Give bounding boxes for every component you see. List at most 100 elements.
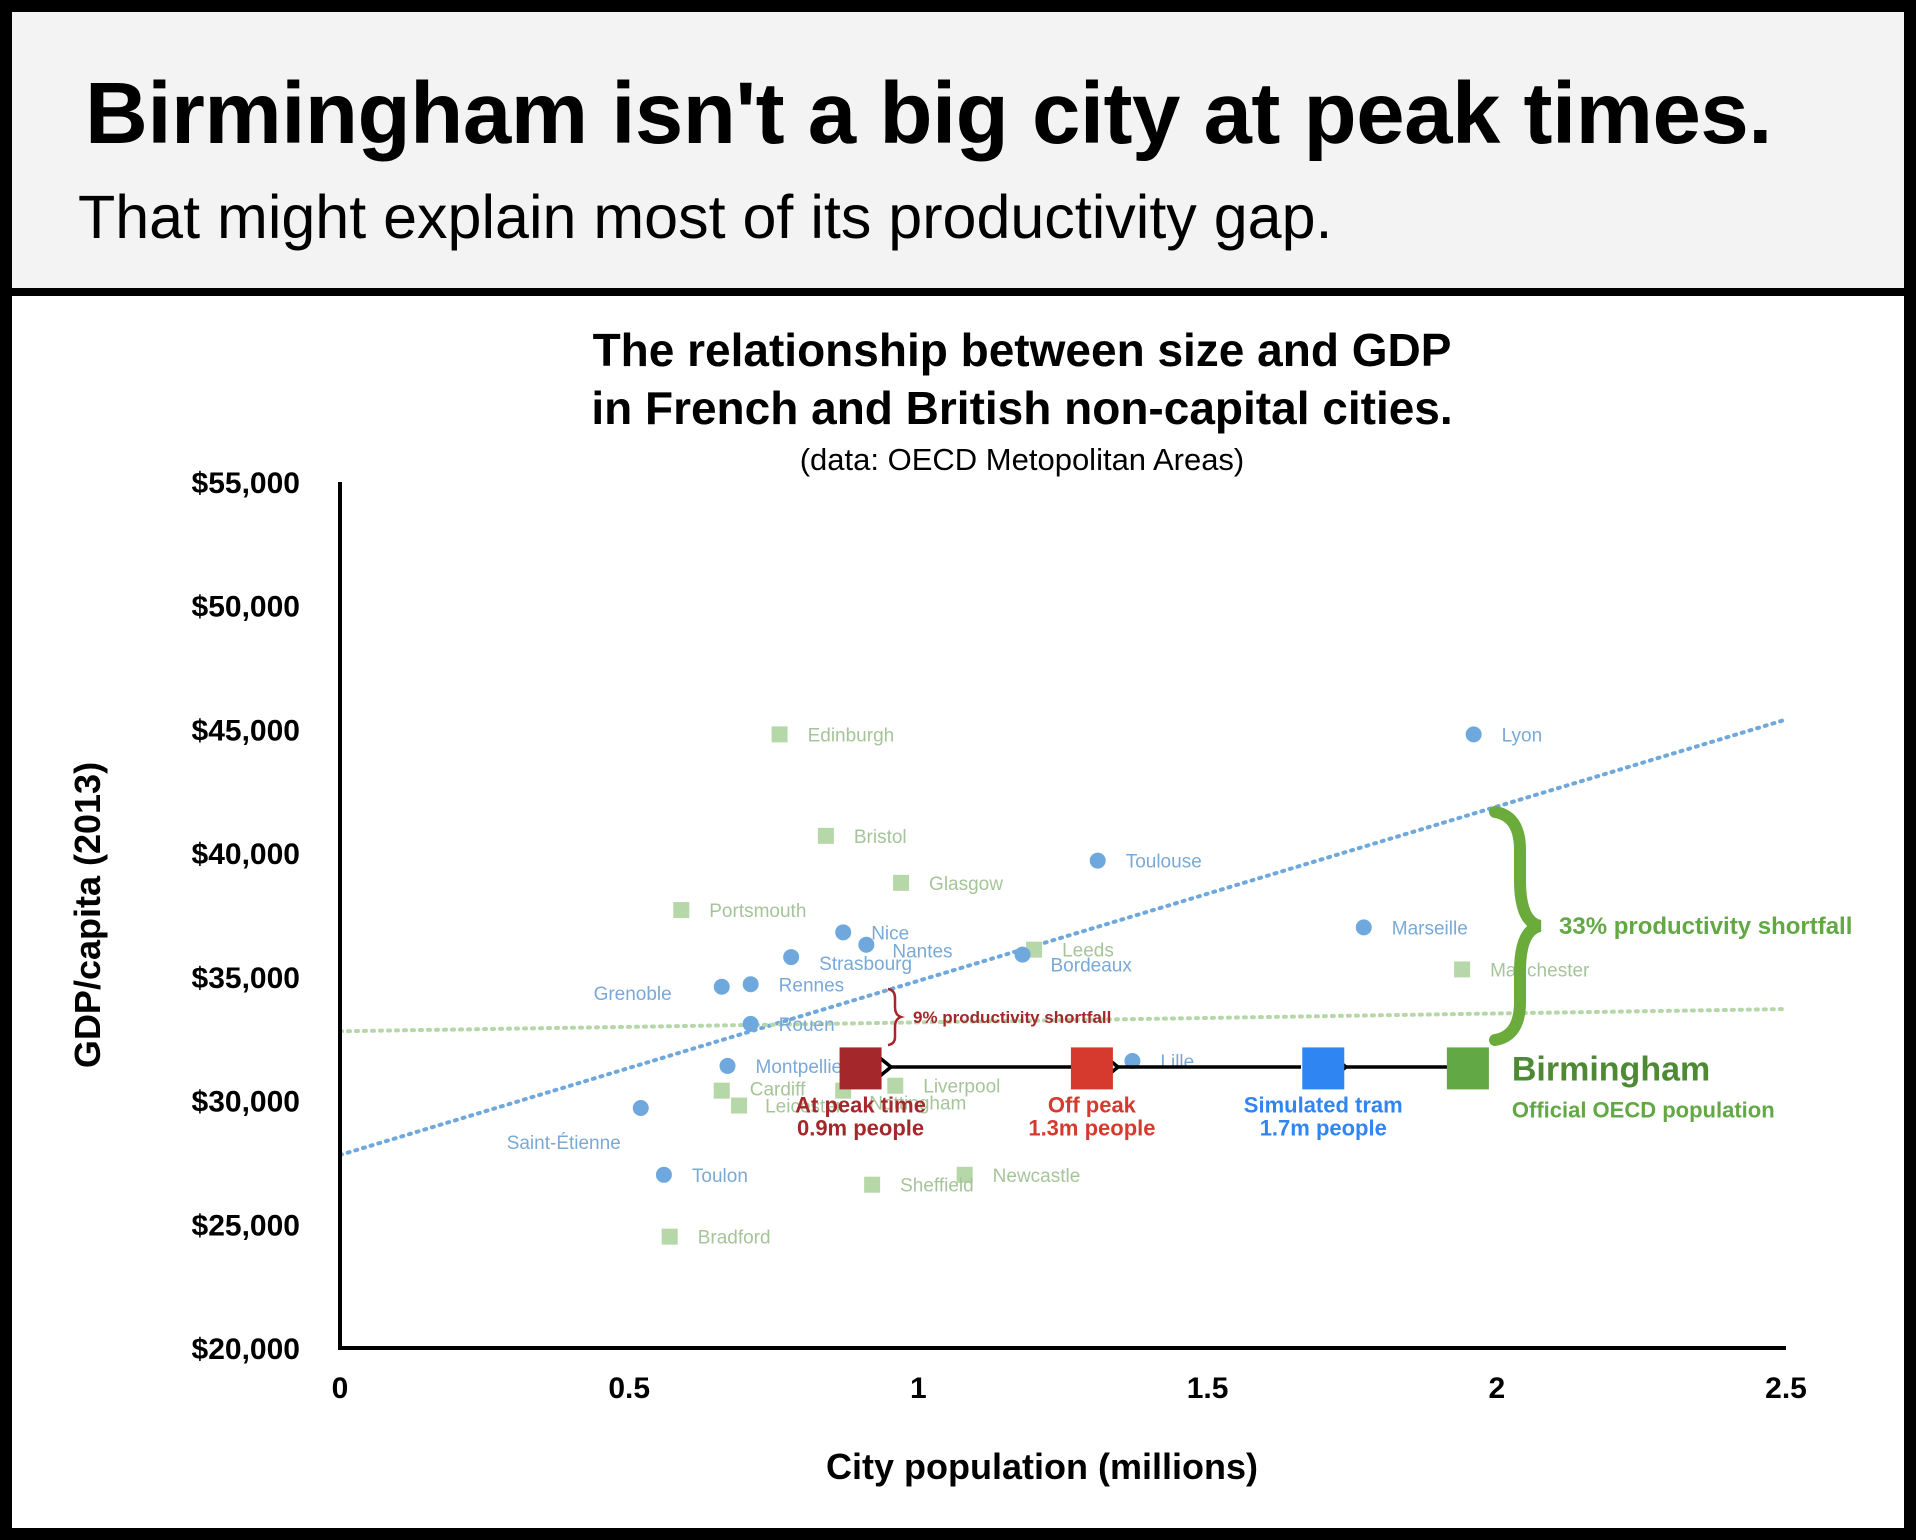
france-point-strasbourg	[783, 949, 800, 966]
france-label-bordeaux: Bordeaux	[1051, 956, 1133, 977]
uk-label-portsmouth: Portsmouth	[709, 901, 806, 922]
y-tick-label: $55,000	[192, 467, 300, 500]
france-point-marseille	[1355, 919, 1372, 936]
france-point-toulon	[655, 1166, 672, 1183]
france-label-nice: Nice	[871, 923, 909, 944]
france-point-bordeaux	[1014, 946, 1031, 963]
uk-point-sheffield	[864, 1176, 881, 1193]
x-tick-label: 1	[910, 1372, 927, 1405]
figure-frame: Birmingham isn't a big city at peak time…	[12, 12, 1904, 1528]
marker-offpeak	[1070, 1047, 1113, 1090]
x-axis-label: City population (millions)	[826, 1446, 1258, 1487]
y-tick-label: $30,000	[192, 1086, 300, 1119]
france-label-rennes: Rennes	[779, 975, 845, 996]
france-label-grenoble: Grenoble	[594, 984, 672, 1005]
label-offpeak-title: Off peak	[1048, 1092, 1137, 1117]
y-tick-label: $25,000	[192, 1209, 300, 1242]
label-peak-title: At peak time	[795, 1092, 926, 1117]
uk-point-bristol	[817, 827, 834, 844]
uk-point-manchester	[1454, 961, 1471, 978]
uk-label-bristol: Bristol	[854, 827, 907, 848]
trendlines	[338, 717, 1788, 1158]
france-point-saint-etienne	[632, 1099, 649, 1116]
france-point-toulouse	[1089, 852, 1106, 869]
uk-point-newcastle	[956, 1166, 973, 1183]
x-tick-label: 2.5	[1765, 1372, 1807, 1405]
france-point-grenoble	[713, 978, 730, 995]
uk-label-cardiff: Cardiff	[750, 1080, 806, 1101]
x-tick-label: 0	[332, 1372, 349, 1405]
uk-label-liverpool: Liverpool	[923, 1077, 1000, 1098]
marker-birmingham	[1446, 1047, 1489, 1090]
france-label-toulouse: Toulouse	[1126, 852, 1202, 873]
france-label-lyon: Lyon	[1502, 725, 1543, 746]
trendline-france	[338, 717, 1788, 1158]
france-point-lille	[1124, 1052, 1141, 1069]
x-tick-label: 2	[1488, 1372, 1505, 1405]
france-point-montpellier	[719, 1057, 736, 1074]
label-offpeak-people: 1.3m people	[1028, 1115, 1155, 1140]
small-gap-label: 9% productivity shortfall	[913, 1008, 1111, 1027]
y-tick-labels: $55,000 $50,000 $45,000 $40,000 $35,000 $30,0…	[192, 467, 300, 1366]
y-tick-label: $35,000	[192, 962, 300, 995]
small-gap-brace	[887, 987, 905, 1047]
x-tick-labels: 0 0.5 1 1.5 2 2.5	[332, 1372, 1807, 1405]
uk-cities: Edinburgh Bristol Glasgow Portsmouth Leeds Ma…	[661, 725, 1590, 1249]
uk-point-edinburgh	[771, 726, 788, 743]
chart-title-line2: in French and British non-capital cities…	[591, 382, 1452, 434]
y-tick-label: $40,000	[192, 838, 300, 871]
y-tick-label: $45,000	[192, 714, 300, 747]
france-point-rouen	[742, 1015, 759, 1032]
french-cities: Lyon Toulouse Marseille NiceNantesStrasbour…	[507, 725, 1542, 1186]
label-birmingham-detail: Official OECD population	[1512, 1097, 1775, 1122]
label-tram-title: Simulated tram	[1244, 1092, 1403, 1117]
axes	[338, 482, 1786, 1350]
france-label-nantes: Nantes	[892, 942, 952, 963]
uk-point-portsmouth	[673, 902, 690, 919]
x-tick-label: 0.5	[608, 1372, 650, 1405]
uk-label-manchester: Manchester	[1490, 960, 1590, 981]
chart-subtitle: (data: OECD Metopolitan Areas)	[800, 442, 1245, 477]
marker-tram	[1302, 1047, 1345, 1090]
y-axis-label: GDP/capita (2013)	[67, 762, 108, 1068]
uk-point-leicester	[731, 1097, 748, 1114]
france-label-rouen: Rouen	[779, 1015, 835, 1036]
big-gap-brace	[1489, 806, 1542, 1046]
france-point-nice	[835, 924, 852, 941]
uk-label-leicester: Leicester	[765, 1097, 843, 1118]
subheadline: That might explain most of its productiv…	[78, 183, 1333, 251]
france-label-montpellier: Montpellier	[756, 1057, 850, 1078]
birmingham-markers: Birmingham Official OECD population Simula…	[795, 1047, 1775, 1140]
headline: Birmingham isn't a big city at peak time…	[85, 65, 1772, 162]
france-point-rennes	[742, 976, 759, 993]
uk-point-cardiff	[713, 1082, 730, 1099]
trendline-uk	[338, 1007, 1788, 1034]
uk-point-liverpool	[887, 1077, 904, 1094]
france-point-lyon	[1465, 726, 1482, 743]
france-label-toulon: Toulon	[692, 1166, 748, 1187]
france-label-marseille: Marseille	[1392, 918, 1468, 939]
big-gap-label: 33% productivity shortfall	[1559, 913, 1852, 940]
uk-label-nottingham: Nottingham	[869, 1094, 966, 1115]
france-point-nantes	[858, 936, 875, 953]
france-label-saint-etienne: Saint-Étienne	[507, 1133, 621, 1154]
label-birmingham-name: Birmingham	[1512, 1050, 1710, 1088]
chart-title-line1: The relationship between size and GDP	[593, 324, 1452, 376]
label-peak-people: 0.9m people	[797, 1115, 924, 1140]
uk-point-bradford	[661, 1228, 678, 1245]
y-tick-label: $20,000	[192, 1333, 300, 1366]
header-banner: Birmingham isn't a big city at peak time…	[12, 12, 1904, 296]
uk-label-edinburgh: Edinburgh	[808, 725, 895, 746]
marker-peak	[839, 1047, 882, 1090]
x-tick-label: 1.5	[1187, 1372, 1229, 1405]
uk-label-bradford: Bradford	[698, 1228, 771, 1249]
france-label-strasbourg: Strasbourg	[819, 954, 912, 975]
uk-point-glasgow	[893, 874, 910, 891]
uk-label-leeds: Leeds	[1062, 941, 1114, 962]
y-tick-label: $50,000	[192, 591, 300, 624]
france-label-lille: Lille	[1160, 1052, 1194, 1073]
uk-label-sheffield: Sheffield	[900, 1176, 974, 1197]
uk-label-glasgow: Glasgow	[929, 874, 1003, 895]
uk-label-newcastle: Newcastle	[993, 1166, 1081, 1187]
